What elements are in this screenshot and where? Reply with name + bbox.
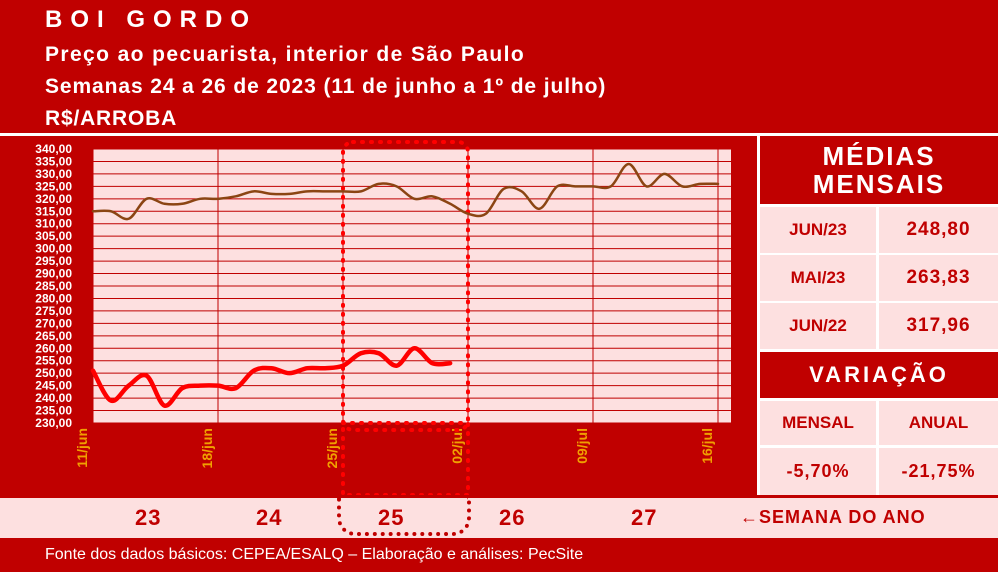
source-note: Fonte dos dados básicos: CEPEA/ESALQ – E… <box>45 546 584 563</box>
x-tick-label: 18/jun <box>199 428 215 468</box>
header: BOI GORDO Preço ao pecuarista, interior … <box>0 0 998 136</box>
y-tick-label: 265,00 <box>35 329 72 343</box>
variacao-anual-label: ANUAL <box>879 401 998 445</box>
highlight-week-25-bottom <box>337 498 471 536</box>
medias-title: MÉDIAS MENSAIS <box>760 136 998 204</box>
y-tick-label: 255,00 <box>35 354 72 368</box>
medias-label-0: JUN/23 <box>760 207 876 253</box>
y-tick-label: 325,00 <box>35 179 72 193</box>
y-tick-label: 285,00 <box>35 279 72 293</box>
y-tick-label: 260,00 <box>35 341 72 355</box>
weeks-line: Semanas 24 a 26 de 2023 (11 de junho a 1… <box>45 75 607 98</box>
week-of-year-label: ←SEMANA DO ANO <box>740 507 926 528</box>
y-tick-label: 290,00 <box>35 267 72 281</box>
y-tick-label: 245,00 <box>35 379 72 393</box>
y-tick-label: 235,00 <box>35 404 72 418</box>
price-chart: 230,00235,00240,00245,00250,00255,00260,… <box>35 140 731 497</box>
week-26: 26 <box>499 505 526 530</box>
y-tick-label: 310,00 <box>35 217 72 231</box>
y-tick-label: 300,00 <box>35 242 72 256</box>
week-label-text: SEMANA DO ANO <box>759 507 926 527</box>
unit-label: R$/ARROBA <box>45 107 178 130</box>
x-tick-label: 09/jul <box>574 428 590 464</box>
week-27: 27 <box>631 505 658 530</box>
y-tick-label: 340,00 <box>35 142 72 156</box>
highlight-box <box>341 140 470 432</box>
subtitle: Preço ao pecuarista, interior de São Pau… <box>45 43 526 66</box>
series-line-1 <box>91 162 720 221</box>
side-panel: MÉDIAS MENSAIS JUN/23 248,80 MAI/23 263,… <box>757 136 998 495</box>
week-24: 24 <box>256 505 283 530</box>
page-title: BOI GORDO <box>45 6 258 33</box>
medias-value-0: 248,80 <box>879 207 998 253</box>
y-tick-label: 275,00 <box>35 304 72 318</box>
week-23: 23 <box>135 505 162 530</box>
medias-value-2: 317,96 <box>879 303 998 349</box>
variacao-title: VARIAÇÃO <box>760 352 998 398</box>
y-tick-label: 270,00 <box>35 316 72 330</box>
variacao-mensal-value: -5,70% <box>760 448 876 495</box>
x-tick-label: 25/jun <box>324 428 340 468</box>
y-tick-label: 230,00 <box>35 416 72 430</box>
variacao-mensal-label: MENSAL <box>760 401 876 445</box>
y-tick-label: 240,00 <box>35 391 72 405</box>
week-25: 25 <box>378 505 405 530</box>
variacao-anual-value: -21,75% <box>879 448 998 495</box>
y-tick-label: 305,00 <box>35 229 72 243</box>
y-tick-label: 320,00 <box>35 192 72 206</box>
x-tick-label: 02/jul <box>449 428 465 464</box>
footer: Fonte dos dados básicos: CEPEA/ESALQ – E… <box>0 538 998 572</box>
medias-value-1: 263,83 <box>879 255 998 301</box>
y-tick-label: 250,00 <box>35 366 72 380</box>
x-tick-label: 11/jun <box>74 428 90 468</box>
medias-label-1: MAI/23 <box>760 255 876 301</box>
x-tick-label: 16/jul <box>699 428 715 464</box>
medias-label-2: JUN/22 <box>760 303 876 349</box>
chart-area: 230,00 235,00 240,00 245,00 250,00 255,00 260,… <box>0 136 754 497</box>
y-tick-label: 295,00 <box>35 254 72 268</box>
y-tick-label: 280,00 <box>35 291 72 305</box>
arrow-left-icon: ← <box>740 507 759 527</box>
weeks-bar: 23 24 25 26 27 ←SEMANA DO ANO <box>0 498 998 538</box>
y-tick-label: 315,00 <box>35 204 72 218</box>
y-tick-label: 330,00 <box>35 167 72 181</box>
y-tick-label: 335,00 <box>35 154 72 168</box>
